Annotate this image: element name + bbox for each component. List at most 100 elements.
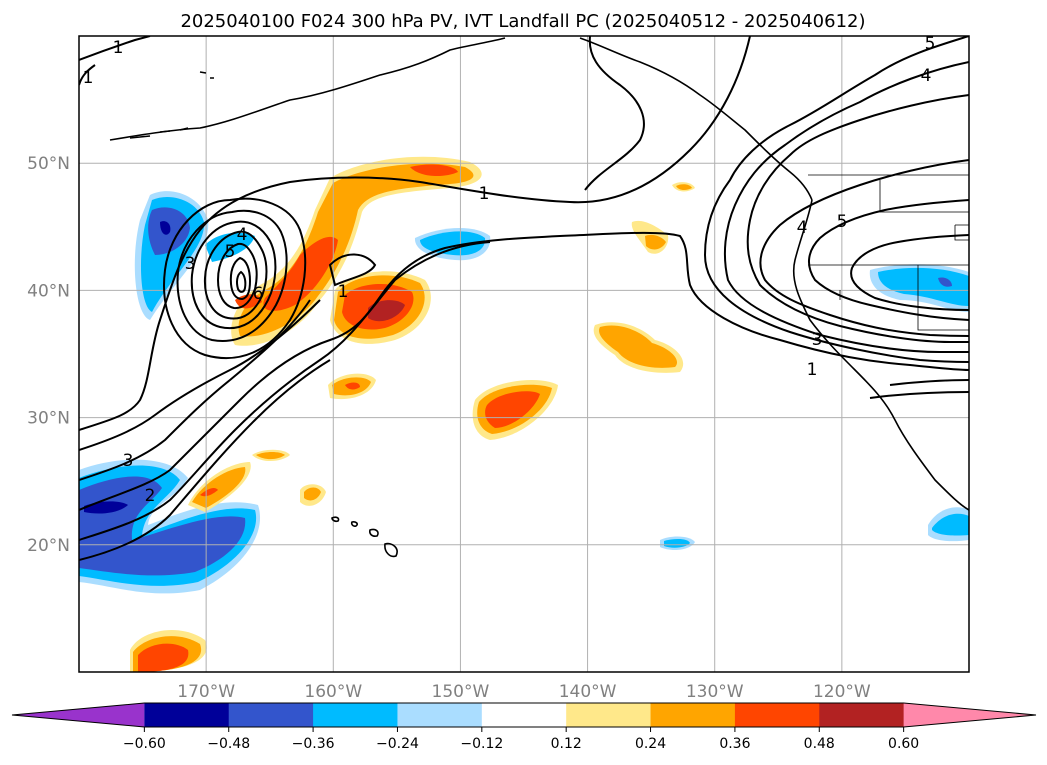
colorbar: −0.60 −0.48 −0.36 −0.24 −0.12 0.12 0.24 0.36 0.4… (11, 702, 1037, 752)
pv-contour-label: 4 (237, 225, 248, 245)
pv-contour-label: 1 (338, 282, 349, 302)
pv-contour (808, 199, 969, 321)
colorbar-tick-label: −0.60 (123, 736, 166, 752)
map-frame (78, 35, 970, 673)
colorbar-swatch (397, 703, 483, 727)
colorbar-tick-label: 0.12 (551, 736, 582, 752)
positive-fill-subtropics-red (200, 487, 218, 497)
positive-fill-coast-small (676, 184, 692, 191)
pv-contour (203, 230, 268, 320)
colorbar-tick-label: 0.60 (888, 736, 919, 752)
pv-contour (869, 391, 969, 399)
pv-contour (723, 61, 969, 353)
latitude-tick-labels: 20°N 30°N 40°N 50°N (27, 154, 70, 556)
positive-fill-east-small (645, 234, 666, 250)
colorbar-tick-label: 0.48 (804, 736, 835, 752)
positive-fill-central-core (368, 300, 405, 322)
colorbar-tick-label: −0.36 (292, 736, 335, 752)
pv-contour (79, 359, 331, 561)
longitude-tick-labels: 170°W 160°W 150°W 140°W 130°W 120°W (177, 682, 871, 702)
pv-contour (759, 159, 969, 337)
lon-tick-label: 130°W (686, 682, 744, 702)
pv-contour (163, 197, 307, 360)
pv-contour-label: 1 (807, 360, 818, 380)
pv-contour (328, 253, 377, 287)
north-america-coast (792, 199, 969, 511)
colorbar-swatch (144, 703, 230, 727)
negative-fill-west-us-core (938, 277, 952, 287)
pv-contour-label: 6 (253, 284, 264, 304)
colorbar-tick-label: −0.12 (460, 736, 503, 752)
negative-fill-sw-mid (79, 476, 246, 576)
lat-tick-label: 40°N (27, 281, 70, 301)
alaska-small-islands (129, 71, 214, 139)
colorbar-extend-under (12, 703, 145, 727)
pv-contour (79, 64, 96, 86)
positive-fill-tiny (256, 452, 285, 460)
pv-contour-label: 3 (812, 330, 823, 350)
pv-contour-label: 5 (225, 242, 236, 262)
colorbar-extend-over (903, 703, 1036, 727)
pv-contours (79, 36, 969, 561)
lon-tick-label: 150°W (432, 682, 490, 702)
pc-anomaly-fills (79, 156, 969, 672)
pv-contour (79, 36, 751, 431)
pv-contour (850, 234, 969, 311)
negative-fill-small-south (664, 538, 690, 548)
positive-fill-east (599, 325, 678, 368)
pv-contour (584, 36, 645, 191)
pv-contour-label: 3 (185, 254, 196, 274)
positive-fill-north-red (410, 164, 458, 177)
pv-contour-label: 1 (479, 184, 490, 204)
lon-tick-label: 160°W (304, 682, 362, 702)
coastlines (109, 37, 969, 558)
pv-contour (190, 220, 277, 330)
colorbar-swatch (481, 703, 567, 727)
lon-tick-label: 120°W (813, 682, 871, 702)
negative-fill-west-us (878, 267, 969, 306)
pv-contour-label: 5 (925, 34, 936, 54)
colorbar-swatch (313, 703, 398, 727)
pv-contour (216, 242, 258, 310)
positive-fill-tiny (304, 487, 321, 501)
colorbar-swatch (819, 703, 905, 727)
colorbar-swatch (566, 703, 652, 727)
positive-fill-small-red (345, 382, 360, 390)
colorbar-swatch (650, 703, 736, 727)
pv-contour-label: 1 (83, 68, 94, 88)
pv-contour (79, 36, 151, 61)
pv-contour (79, 241, 491, 541)
lon-tick-label: 140°W (559, 682, 617, 702)
pv-contour (889, 379, 969, 386)
positive-fill-subtropics (192, 467, 246, 508)
map-grid (79, 36, 969, 672)
chart-title: 2025040100 F024 300 hPa PV, IVT Landfall… (180, 11, 865, 32)
pv-contour (229, 256, 252, 301)
pv-contour (703, 36, 969, 363)
colorbar-tick-label: −0.24 (376, 736, 419, 752)
lon-tick-label: 170°W (177, 682, 235, 702)
pv-contour (236, 270, 247, 293)
lat-tick-label: 50°N (27, 154, 70, 174)
colorbar-swatch (734, 703, 820, 727)
negative-fill-central (420, 231, 486, 256)
alaska-coast (579, 37, 813, 201)
pv-contour-label: 3 (123, 451, 134, 471)
colorbar-tick-label: −0.48 (207, 736, 250, 752)
pv-contour-label: 4 (797, 218, 808, 238)
colorbar-tick-label: 0.24 (635, 736, 666, 752)
pv-contour (746, 94, 969, 344)
hawaii-islands (331, 516, 398, 558)
lat-tick-label: 30°N (27, 409, 70, 429)
positive-fill-southwest-red (485, 391, 540, 428)
colorbar-swatch (228, 703, 314, 727)
pv-contour (176, 209, 288, 342)
negative-fill-baja (932, 513, 969, 536)
lat-tick-label: 20°N (27, 536, 70, 556)
pv-contour-label: 5 (837, 212, 848, 232)
pv-contour-label: 2 (145, 486, 156, 506)
pv-contour (79, 299, 311, 481)
